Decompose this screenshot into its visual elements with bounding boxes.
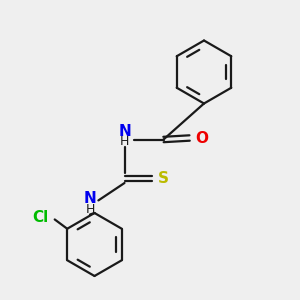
Text: O: O [195,130,208,146]
Text: Cl: Cl [32,211,49,226]
Text: H: H [120,135,129,148]
Text: H: H [85,203,95,216]
Text: S: S [158,171,169,186]
Text: N: N [84,191,96,206]
Text: N: N [118,124,131,139]
